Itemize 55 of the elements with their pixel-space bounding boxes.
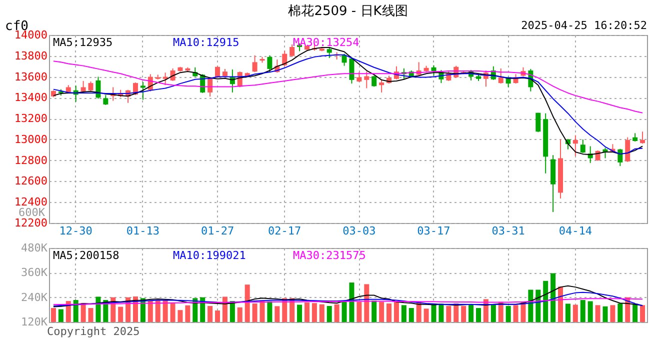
y-tick-label: 480K bbox=[21, 242, 48, 254]
x-tick-label: 02-17 bbox=[268, 224, 302, 238]
candlestick bbox=[290, 44, 295, 58]
candlestick bbox=[103, 94, 108, 106]
y-tick-label: 12600 bbox=[14, 174, 48, 188]
y-tick-label: 12200 bbox=[14, 216, 48, 230]
text: MA30:231575 bbox=[293, 249, 366, 262]
candlestick bbox=[572, 134, 578, 157]
candlestick bbox=[215, 66, 220, 78]
x-tick-label: 01-27 bbox=[200, 224, 234, 238]
y-tick-label: 12400 bbox=[14, 196, 48, 209]
text: 600K bbox=[18, 206, 46, 219]
candlestick bbox=[618, 148, 623, 167]
candlestick bbox=[140, 82, 146, 100]
candlestick bbox=[580, 138, 586, 154]
y-tick-label: 240K bbox=[21, 290, 48, 304]
candlestick bbox=[625, 136, 630, 162]
line-series bbox=[52, 292, 644, 306]
candlestick bbox=[282, 50, 288, 67]
candlestick bbox=[267, 54, 272, 73]
x-tick-label: 03-17 bbox=[417, 224, 450, 238]
candlestick bbox=[170, 68, 176, 82]
x-tick-label: 03-31 bbox=[492, 224, 525, 238]
candlestick bbox=[498, 68, 504, 84]
candlestick bbox=[96, 76, 101, 100]
candlestick bbox=[379, 80, 384, 93]
x-tick-label: 03-03 bbox=[342, 224, 376, 238]
text: MA30:13254 bbox=[293, 36, 360, 49]
text: MA5:200158 bbox=[53, 249, 120, 262]
chart-title: 棉花2509 - 日K线图 bbox=[288, 4, 408, 19]
y-tick-label: 12800 bbox=[14, 154, 48, 167]
text: 2025-04-25 16:20:52 bbox=[521, 19, 647, 32]
y-tick-label: 120K bbox=[21, 316, 48, 328]
x-tick-label: 12-30 bbox=[59, 224, 92, 238]
y-tick-label: 13200 bbox=[14, 112, 48, 126]
candlestick bbox=[88, 80, 94, 92]
candlestick bbox=[640, 131, 646, 144]
x-tick-label: 01-13 bbox=[126, 224, 160, 238]
candlestick bbox=[536, 112, 541, 133]
text: MA10:12915 bbox=[173, 36, 240, 49]
candlestick bbox=[364, 71, 370, 89]
text: MA10:199021 bbox=[173, 249, 246, 262]
text: MA5:12935 bbox=[53, 36, 113, 49]
candlestick bbox=[372, 75, 377, 88]
y-tick-label: 13600 bbox=[14, 70, 48, 84]
y-tick-label: 13400 bbox=[14, 91, 48, 104]
candlestick bbox=[342, 53, 347, 66]
y-tick-label: 360K bbox=[21, 266, 48, 280]
candlestick bbox=[252, 54, 258, 73]
candlestick bbox=[356, 72, 362, 82]
y-tick-label: 13800 bbox=[14, 49, 48, 62]
x-tick-label: 04-14 bbox=[558, 224, 592, 238]
text: Copyright 2025 bbox=[47, 325, 140, 338]
y-tick-label: 13000 bbox=[14, 132, 48, 146]
candlestick bbox=[326, 48, 332, 58]
